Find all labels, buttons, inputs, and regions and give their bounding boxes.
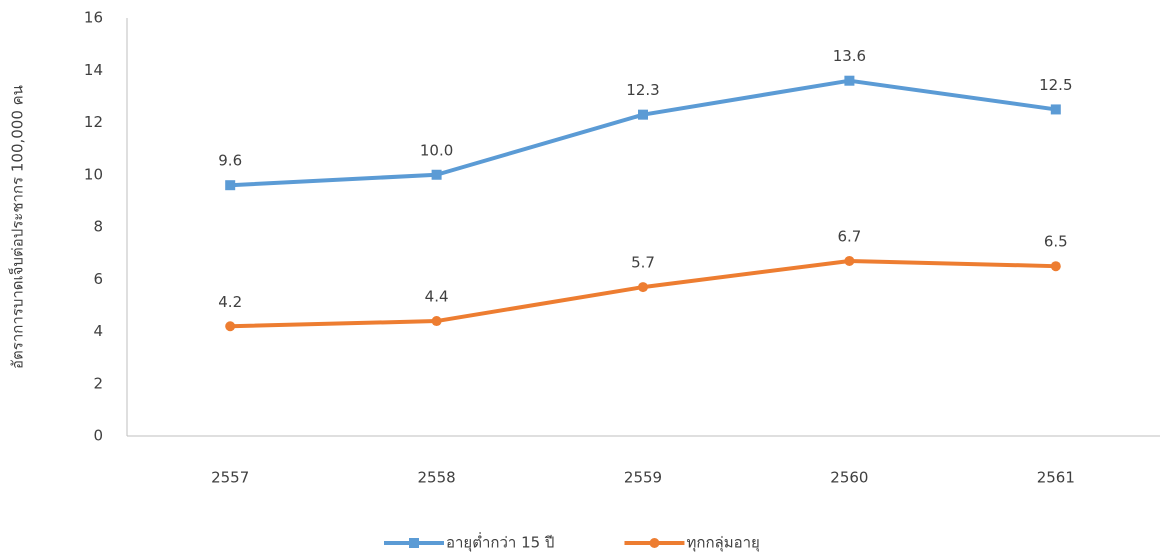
y-tick-label: 10 bbox=[84, 165, 103, 183]
point-marker bbox=[225, 321, 236, 332]
point-marker bbox=[431, 169, 442, 180]
data-label: 12.5 bbox=[1039, 76, 1072, 94]
x-tick-label: 2560 bbox=[830, 469, 868, 487]
point-marker bbox=[225, 180, 236, 191]
x-tick-label: 2561 bbox=[1037, 469, 1075, 487]
data-label: 9.6 bbox=[218, 152, 242, 170]
y-tick-label: 16 bbox=[84, 9, 103, 27]
point-marker bbox=[844, 75, 855, 86]
data-label: 13.6 bbox=[833, 47, 866, 65]
y-tick-label: 4 bbox=[93, 322, 103, 340]
y-tick-label: 0 bbox=[93, 427, 103, 445]
y-tick-label: 8 bbox=[93, 218, 103, 236]
x-tick-label: 2557 bbox=[211, 469, 249, 487]
y-tick-label: 12 bbox=[84, 113, 103, 131]
legend-marker bbox=[649, 538, 660, 548]
x-tick-label: 2559 bbox=[624, 469, 662, 487]
x-tick-label: 2558 bbox=[418, 469, 456, 487]
data-label: 6.5 bbox=[1044, 233, 1068, 251]
legend-marker bbox=[409, 538, 419, 548]
data-label: 5.7 bbox=[631, 254, 655, 272]
point-marker bbox=[1050, 104, 1061, 115]
y-tick-label: 2 bbox=[93, 374, 103, 392]
y-tick-label: 14 bbox=[84, 61, 103, 79]
point-marker bbox=[431, 316, 442, 327]
y-axis-label: อัตราการบาดเจ็บต่อประชากร 100,000 คน bbox=[8, 85, 27, 369]
data-label: 4.2 bbox=[218, 293, 242, 311]
data-label: 10.0 bbox=[420, 141, 453, 159]
legend-label: ทุกกลุ่มอายุ bbox=[686, 534, 759, 553]
point-marker bbox=[1050, 261, 1061, 272]
data-label: 6.7 bbox=[837, 227, 861, 245]
point-marker bbox=[638, 282, 648, 293]
point-marker bbox=[638, 109, 648, 120]
legend-label: อายุต่ำกว่า 15 ปี bbox=[446, 532, 554, 553]
point-marker bbox=[844, 255, 855, 266]
data-label: 4.4 bbox=[425, 288, 449, 306]
y-tick-label: 6 bbox=[93, 270, 103, 288]
data-label: 12.3 bbox=[626, 81, 659, 99]
